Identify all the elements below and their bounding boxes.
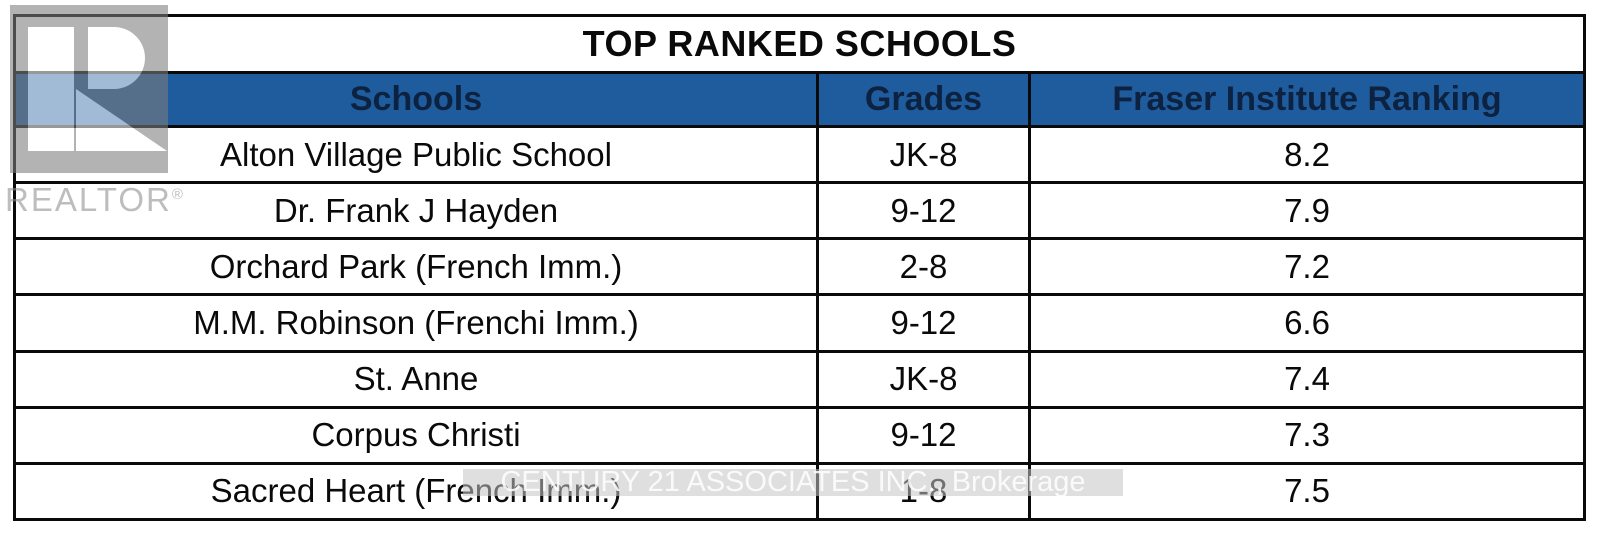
column-header-grades: Grades (819, 74, 1031, 125)
ranking-cell: 6.6 (1284, 303, 1330, 341)
grades-cell: 2-8 (819, 240, 1031, 294)
school-name-cell: Dr. Frank J Hayden (16, 184, 819, 238)
table-body: Alton Village Public School JK-8 8.2 Dr. Fr… (16, 128, 1583, 518)
table-row: Orchard Park (French Imm.) 2-8 7.2 (16, 240, 1583, 297)
ranking-cell: 7.2 (1284, 247, 1330, 285)
ranking-cell: 7.5 (1284, 472, 1330, 510)
grades-cell: 9-12 (819, 184, 1031, 238)
table-row: Alton Village Public School JK-8 8.2 (16, 128, 1583, 185)
school-name-cell: Sacred Heart (French Imm.) (16, 464, 819, 518)
ranking-cell: 7.9 (1284, 191, 1330, 229)
table-row: M.M. Robinson (Frenchi Imm.) 9-12 6.6 (16, 296, 1583, 353)
table-header-row: Schools Grades Fraser Institute Ranking (16, 74, 1583, 128)
schools-table: TOP RANKED SCHOOLS Schools Grades Fraser… (13, 14, 1586, 521)
table-row: Dr. Frank J Hayden 9-12 7.9 (16, 184, 1583, 241)
table-row: Corpus Christi 9-12 7.3 (16, 408, 1583, 465)
table-title: TOP RANKED SCHOOLS (16, 17, 1583, 74)
column-header-fraser-ranking: Fraser Institute Ranking (1112, 80, 1502, 118)
ranking-cell: 7.3 (1284, 416, 1330, 454)
school-name-cell: Corpus Christi (16, 408, 819, 462)
ranking-cell: 8.2 (1284, 135, 1330, 173)
ranking-cell: 7.4 (1284, 360, 1330, 398)
table-row: Sacred Heart (French Imm.) 1-8 7.5 (16, 464, 1583, 518)
grades-cell: 9-12 (819, 408, 1031, 462)
grades-cell: 1-8 (819, 464, 1031, 518)
school-name-cell: Alton Village Public School (16, 128, 819, 182)
grades-cell: JK-8 (819, 128, 1031, 182)
table-row: St. Anne JK-8 7.4 (16, 352, 1583, 409)
school-name-cell: St. Anne (16, 352, 819, 406)
grades-cell: JK-8 (819, 352, 1031, 406)
school-name-cell: Orchard Park (French Imm.) (16, 240, 819, 294)
grades-cell: 9-12 (819, 296, 1031, 350)
column-header-schools: Schools (16, 74, 819, 125)
school-name-cell: M.M. Robinson (Frenchi Imm.) (16, 296, 819, 350)
